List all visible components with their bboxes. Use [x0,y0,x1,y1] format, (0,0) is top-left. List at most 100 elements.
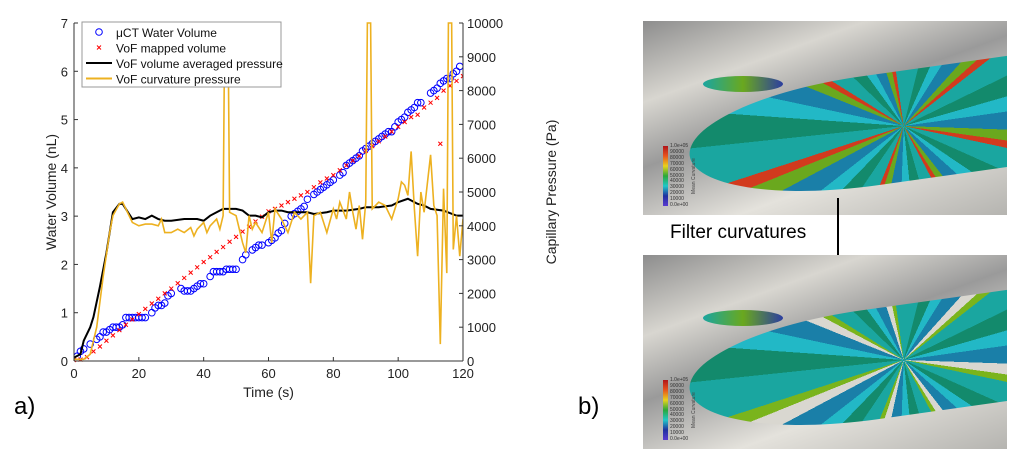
colorbar-tick-label: 0.0e+00 [670,436,689,443]
y2-tick-label: 7000 [467,117,496,132]
legend-label: μCT Water Volume [116,26,217,40]
x-tick-label: 0 [70,366,77,381]
y-tick-label: 0 [61,354,68,369]
colorbar-tick-label: 40000 [670,178,684,185]
colorbar-tick-label: 70000 [670,394,684,401]
colorbar-title: Mean Curvature [691,392,697,428]
data-point-x [330,172,336,178]
data-point-x [343,163,349,168]
y-tick-label: 6 [61,64,68,79]
data-point-x [421,105,427,110]
data-point-circle [417,98,425,107]
legend-label: VoF curvature pressure [116,73,241,87]
data-point-x [305,189,310,195]
y2-tick-label: 2000 [467,286,496,301]
legend-item: VoF mapped volume [96,42,226,56]
y-tick-label: 2 [61,257,68,272]
y-tick-label: 4 [61,161,68,176]
data-point-circle [199,279,208,288]
data-point-circle [277,226,286,235]
data-point-x [311,184,317,190]
data-point-x [350,158,356,163]
data-point-circle [216,267,224,276]
y-tick-label: 3 [61,209,68,224]
data-point-x [188,270,194,275]
data-point-circle [254,241,263,249]
colorbar-tick-label: 30000 [670,418,684,425]
y2-tick-label: 8000 [467,84,496,99]
y2-axis-label: Capillary Pressure (Pa) [543,120,559,265]
droplet-small [703,76,783,92]
data-point-x [97,344,103,349]
data-point-x [168,286,174,291]
data-point-circle [391,123,399,131]
chart: 0 20 40 60 80 100 1200123456701000200030004000… [43,16,559,400]
data-point-x [110,333,116,338]
data-point-circle [329,176,338,184]
colorbar [663,146,668,206]
x-tick-label: 40 [196,366,210,381]
data-point-circle [339,168,347,177]
panel-label-a: a) [14,393,36,420]
data-point-x [279,203,284,208]
data-point-x [460,73,463,79]
colorbar-tick-label: 60000 [670,166,684,173]
data-point-circle [138,313,146,322]
data-point-x [91,348,96,354]
data-point-x [292,196,297,202]
data-point-circle [413,98,422,107]
data-point-x [318,179,323,185]
legend-marker-x [96,45,102,50]
data-point-circle [112,323,120,332]
colorbar-tick-label: 1.0e+05 [670,143,689,149]
y2-tick-label: 5000 [467,185,496,200]
colorbar [663,380,668,440]
y-axis-label: Water Volume (nL) [43,134,59,250]
data-point-x [117,327,122,333]
series-line [74,22,463,361]
x-tick-label: 60 [261,366,275,381]
arrow-label: Filter curvatures [670,222,807,243]
colorbar-tick-label: 20000 [670,424,684,431]
colorbar-tick-label: 60000 [670,400,684,407]
data-point-circle [303,195,312,204]
curvature-render-after: 1.0e+05 90000 80000 70000 60000 50000 40000 300… [643,255,1007,449]
data-point-x [233,234,239,240]
data-point-x [285,199,291,205]
droplet-small [703,310,783,326]
data-point-x [356,153,362,159]
data-point-x [408,114,414,120]
legend-marker-circle [95,28,103,36]
colorbar-tick-label: 10000 [670,196,684,203]
data-point-x [376,138,382,144]
y-tick-label: 7 [61,16,68,31]
data-point-x [389,129,395,134]
data-point-x [434,95,440,101]
data-point-circle [154,301,163,310]
y2-tick-label: 6000 [467,151,496,166]
data-point-x [194,264,200,270]
legend-label: VoF mapped volume [116,42,226,56]
colorbar-tick-label: 90000 [670,382,684,389]
y2-tick-label: 9000 [467,50,496,65]
y-tick-label: 5 [61,113,68,128]
data-point-x [395,124,401,130]
data-point-circle [183,287,192,295]
legend-label: VoF volume averaged pressure [116,57,283,71]
data-point-x [175,280,181,286]
data-point-x [454,78,459,84]
data-point-x [136,311,142,317]
x-tick-label: 120 [452,366,474,381]
data-point-x [181,275,187,281]
colorbar-tick-label: 80000 [670,154,684,161]
data-point-x [428,100,433,106]
data-point-x [298,193,304,198]
x-tick-label: 100 [387,366,409,381]
data-point-circle [196,279,205,288]
data-point-x [162,291,168,296]
data-point-x [402,119,408,125]
colorbar-tick-label: 20000 [670,190,684,197]
curvature-render-before: 1.0e+05 90000 80000 70000 60000 50000 40000 300… [643,21,1007,215]
y2-tick-label: 0 [467,354,474,369]
